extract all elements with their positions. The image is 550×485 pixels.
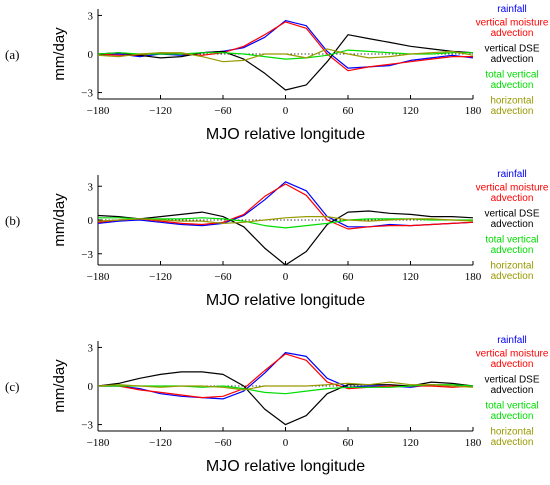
x-tick-label: −60 xyxy=(214,437,232,449)
legend-entry: vertical DSE advection xyxy=(484,44,539,66)
y-axis-label: mm/day xyxy=(51,27,68,81)
x-tick-label: −120 xyxy=(149,105,172,117)
chart-panel-1: −180 −120 −60 0 60 120 180 3 0 −3 mm/day MJO relati… xyxy=(5,4,549,143)
x-tick-label: 60 xyxy=(343,437,355,449)
chart-panel-3: −180 −120 −60 0 60 120 180 3 0 −3 mm/day MJO relati… xyxy=(5,335,549,475)
legend-entry: total vertical advection xyxy=(485,235,538,257)
chart-panel-2: −180 −120 −60 0 60 120 180 3 0 −3 mm/day MJO relati… xyxy=(5,169,549,309)
x-tick-label: −120 xyxy=(149,437,172,449)
y-tick-label: 0 xyxy=(88,49,94,61)
x-tick-label: 0 xyxy=(283,437,289,449)
legend-entry: horizontal advection xyxy=(490,96,533,118)
x-axis-label: MJO relative longitude xyxy=(206,458,365,475)
y-axis-label: mm/day xyxy=(51,193,68,247)
y-tick-label: 3 xyxy=(88,342,94,354)
legend-entry: rainfall xyxy=(497,335,526,346)
legend-entry: vertical moisture advection xyxy=(476,18,549,40)
legend: rainfall vertical moisture advection vertic… xyxy=(476,335,549,448)
x-tick-label: 0 xyxy=(283,105,289,117)
y-tick-label: −3 xyxy=(81,420,93,432)
legend-entry: vertical moisture advection xyxy=(476,349,549,371)
legend-entry: horizontal advection xyxy=(490,261,533,283)
panel-label: (c) xyxy=(5,379,19,394)
y-tick-label: 0 xyxy=(88,215,94,227)
series-line-horizontal-advection xyxy=(97,381,474,391)
legend-entry: rainfall xyxy=(497,4,526,15)
y-tick-label: 3 xyxy=(88,181,94,193)
legend: rainfall vertical moisture advection vertic… xyxy=(476,169,549,282)
y-tick-label: −3 xyxy=(81,88,93,100)
series-line-vertical-moisture-advection xyxy=(97,183,474,230)
series-line-vertical-moisture-advection xyxy=(97,21,473,72)
x-tick-label: −180 xyxy=(87,437,110,449)
x-tick-label: 180 xyxy=(465,105,482,117)
panel-label: (b) xyxy=(5,213,20,228)
x-tick-label: 60 xyxy=(343,105,355,117)
x-tick-label: 120 xyxy=(402,271,419,283)
x-axis-label: MJO relative longitude xyxy=(206,126,365,143)
legend: rainfall vertical moisture advection vertic… xyxy=(476,4,549,117)
y-tick-label: 3 xyxy=(88,10,94,22)
x-tick-label: −60 xyxy=(214,105,232,117)
x-tick-label: 120 xyxy=(402,105,419,117)
x-tick-label: 60 xyxy=(343,271,355,283)
legend-entry: vertical DSE advection xyxy=(484,375,539,397)
legend-entry: horizontal advection xyxy=(490,427,533,449)
x-tick-label: −180 xyxy=(87,271,110,283)
legend-entry: vertical DSE advection xyxy=(484,209,539,231)
x-tick-label: −180 xyxy=(87,105,110,117)
legend-entry: rainfall xyxy=(497,169,526,180)
x-axis-label: MJO relative longitude xyxy=(206,292,365,309)
x-tick-label: 180 xyxy=(465,271,482,283)
x-tick-label: 120 xyxy=(402,437,419,449)
y-axis-label: mm/day xyxy=(51,359,68,413)
series-line-vertical-dse-advection xyxy=(97,371,474,426)
legend-entry: total vertical advection xyxy=(485,401,538,423)
series-line-rainfall xyxy=(98,352,473,400)
legend-entry: vertical moisture advection xyxy=(476,183,549,205)
series-line-horizontal-advection xyxy=(97,48,474,63)
x-tick-label: −60 xyxy=(214,271,232,283)
series-line-total-vertical-advection xyxy=(98,384,474,395)
series-line-horizontal-advection xyxy=(97,216,474,224)
series-line-vertical-dse-advection xyxy=(97,34,474,91)
series-line-vertical-dse-advection xyxy=(97,210,474,266)
legend-entry: total vertical advection xyxy=(485,70,538,92)
y-tick-label: −3 xyxy=(81,249,93,261)
x-tick-label: 0 xyxy=(283,271,289,283)
panel-label: (a) xyxy=(5,47,19,62)
x-tick-label: 180 xyxy=(465,437,482,449)
y-tick-label: 0 xyxy=(88,381,94,393)
x-tick-label: −120 xyxy=(149,271,172,283)
